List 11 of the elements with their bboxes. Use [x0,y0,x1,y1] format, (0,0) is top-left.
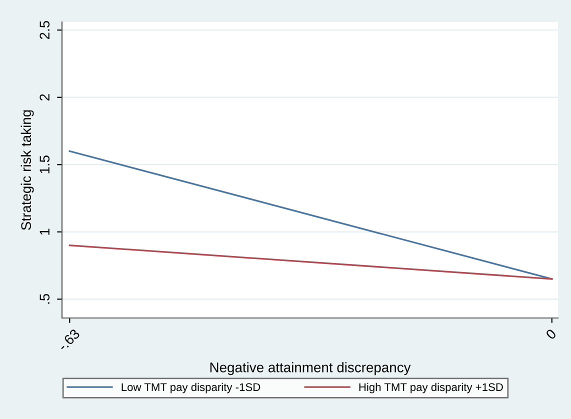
legend-label: High TMT pay disparity +1SD [359,382,503,394]
y-tick-label: 1 [40,228,50,235]
y-tick-label: 2.5 [40,21,50,40]
y-axis-title: Strategic risk taking [20,110,34,230]
legend-label: Low TMT pay disparity -1SD [122,382,260,394]
y-tick-label: 1.5 [40,156,50,174]
x-axis-title: Negative attainment discrepancy [210,362,411,376]
x-tick-label: -.63 [57,328,80,352]
x-tick-label: 0 [545,328,557,340]
y-tick-label: 2 [40,94,50,101]
y-tick-label: .5 [40,294,50,304]
